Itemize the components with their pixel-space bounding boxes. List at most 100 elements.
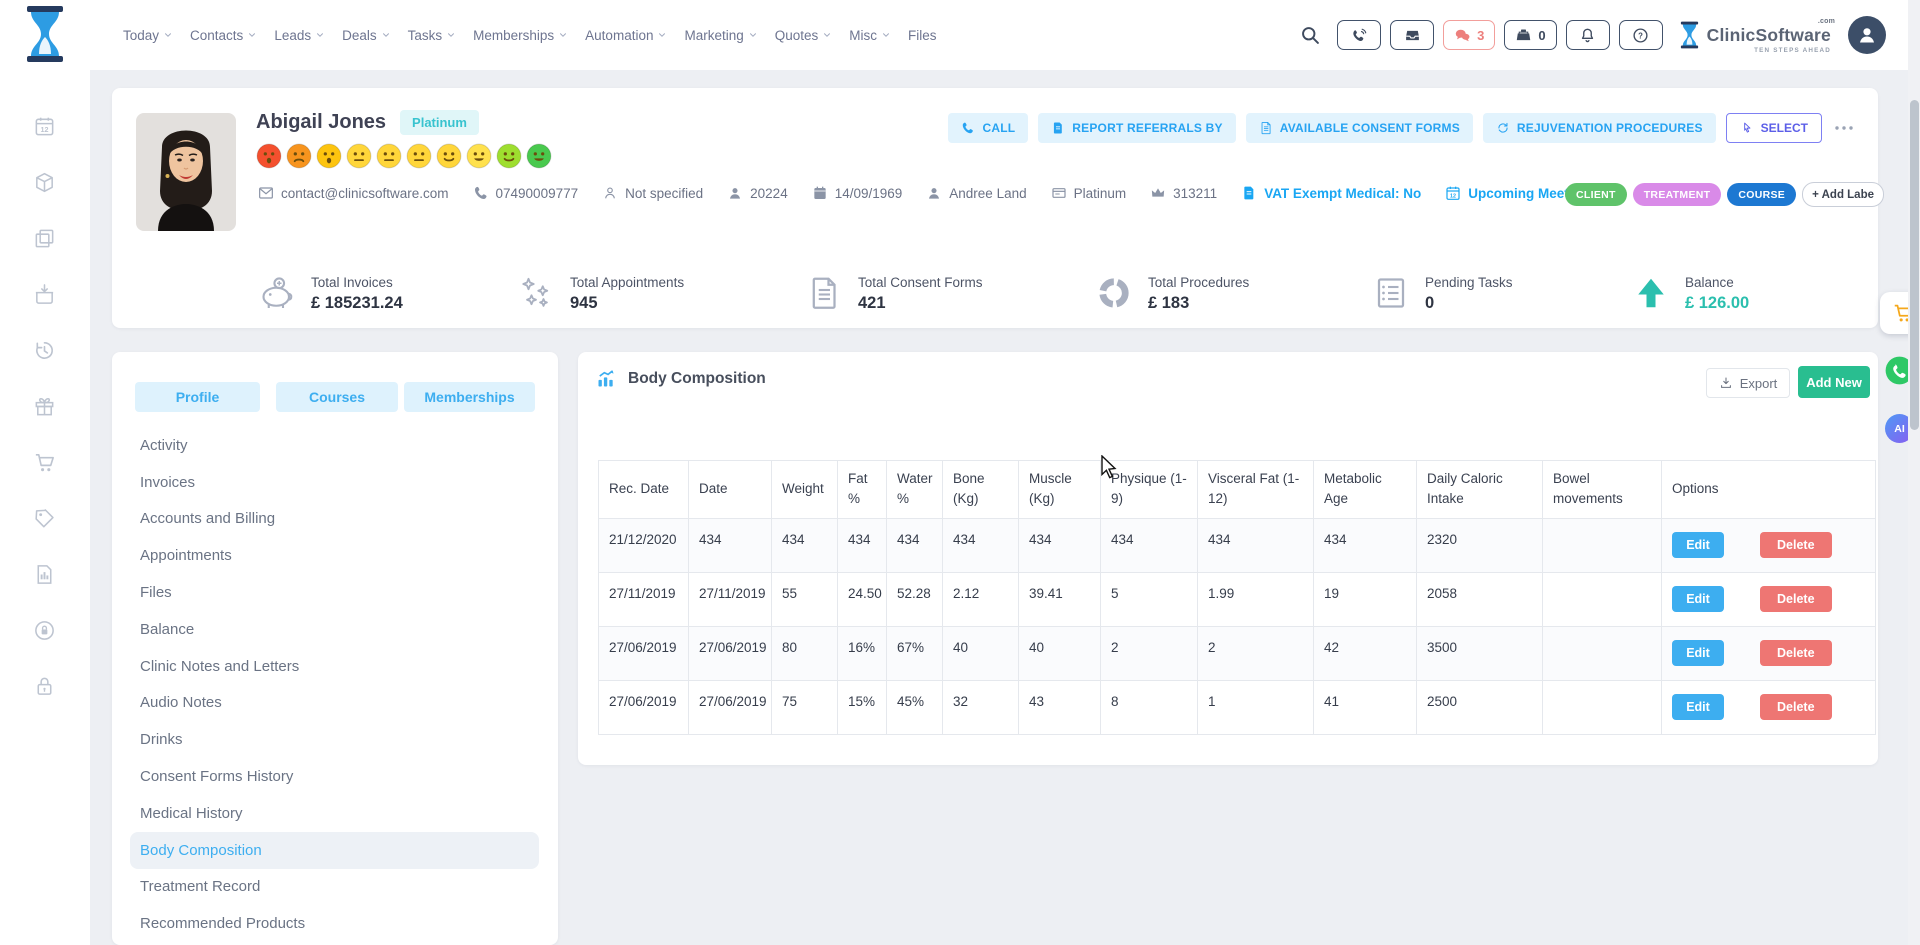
sidebar-item-body-composition[interactable]: Body Composition: [130, 831, 539, 869]
rail-pricing-button[interactable]: [33, 507, 57, 531]
contact-address[interactable]: Not specified: [602, 185, 703, 201]
mood-face-2[interactable]: [286, 143, 312, 169]
mood-face-8[interactable]: [466, 143, 492, 169]
topbar-chat-button[interactable]: 3: [1443, 20, 1496, 50]
select-button[interactable]: SELECT: [1725, 113, 1822, 143]
nav-item-quotes[interactable]: Quotes: [775, 28, 833, 43]
topbar-notifications-button[interactable]: [1565, 20, 1610, 50]
nav-item-contacts[interactable]: Contacts: [190, 28, 257, 43]
mood-face-7[interactable]: [436, 143, 462, 169]
user-avatar[interactable]: [1848, 16, 1886, 54]
rail-pages-button[interactable]: [33, 227, 57, 251]
contact-loyalty[interactable]: 313211: [1150, 185, 1217, 201]
rail-packages-button[interactable]: [33, 171, 57, 195]
nav-item-label: Leads: [274, 27, 312, 43]
search-icon[interactable]: [1300, 25, 1321, 46]
tab-courses[interactable]: Courses: [276, 382, 398, 412]
nav-item-misc[interactable]: Misc: [849, 28, 891, 43]
row-delete-button[interactable]: Delete: [1759, 531, 1832, 558]
export-button[interactable]: Export: [1706, 368, 1790, 398]
cell-physique-1-9: 5: [1100, 571, 1198, 627]
rail-orders-button[interactable]: [33, 283, 57, 307]
cell-fat: 24.50: [837, 571, 887, 627]
row-edit-button[interactable]: Edit: [1672, 639, 1724, 666]
row-edit-button[interactable]: Edit: [1672, 693, 1724, 720]
rail-shop-button[interactable]: [33, 451, 57, 475]
nav-item-tasks[interactable]: Tasks: [408, 28, 457, 43]
contact-dob[interactable]: 14/09/1969: [812, 185, 902, 201]
topbar-pos-button[interactable]: 0: [1504, 20, 1557, 50]
contact-membership[interactable]: Platinum: [1051, 185, 1126, 201]
label-course[interactable]: COURSE: [1727, 183, 1797, 206]
row-edit-button[interactable]: Edit: [1672, 585, 1724, 612]
mood-face-3[interactable]: [316, 143, 342, 169]
contact-owner[interactable]: Andree Land: [926, 185, 1027, 201]
mood-face-1[interactable]: [256, 143, 282, 169]
page-scrollbar-thumb[interactable]: [1909, 100, 1919, 430]
nav-item-automation[interactable]: Automation: [585, 28, 667, 43]
rail-privacy-button[interactable]: [33, 619, 57, 643]
nav-item-deals[interactable]: Deals: [342, 28, 391, 43]
sidebar-item-treatment-record[interactable]: Treatment Record: [140, 878, 261, 896]
rail-calendar-button[interactable]: 12: [33, 115, 57, 139]
brand-logo[interactable]: ClinicSoftware .com TEN STEPS AHEAD: [1678, 18, 1835, 54]
sidebar-item-medical-history[interactable]: Medical History: [140, 804, 243, 822]
mood-face-4[interactable]: [346, 143, 372, 169]
available-consent-forms-button[interactable]: AVAILABLE CONSENT FORMS: [1245, 113, 1473, 143]
sidebar-item-audio-notes[interactable]: Audio Notes: [140, 694, 222, 712]
table-row: 27/11/2019 27/11/2019 55 24.50 52.28 2.12 39.4…: [598, 571, 1876, 627]
rail-gifts-button[interactable]: [33, 395, 57, 419]
label-treatment[interactable]: TREATMENT: [1632, 183, 1722, 206]
sidebar-item-clinic-notes-and-letters[interactable]: Clinic Notes and Letters: [140, 657, 300, 675]
sidebar-item-recommended-products[interactable]: Recommended Products: [140, 915, 306, 933]
contact-client-id[interactable]: 20224: [727, 185, 788, 201]
nav-item-leads[interactable]: Leads: [274, 28, 325, 43]
nav-item-today[interactable]: Today: [123, 28, 173, 43]
report-referrals-by-button[interactable]: REPORT REFERRALS BY: [1038, 113, 1236, 143]
call-button[interactable]: CALL: [948, 113, 1029, 143]
sparkles-icon: [522, 277, 549, 307]
contact-email[interactable]: contact@clinicsoftware.com: [258, 185, 449, 201]
rail-history-button[interactable]: [33, 339, 57, 363]
rail-reports-button[interactable]: [33, 563, 57, 587]
rejuvenation-procedures-button[interactable]: REJUVENATION PROCEDURES: [1482, 113, 1716, 143]
contact-vat[interactable]: VAT Exempt Medical: No: [1241, 185, 1421, 201]
tab-memberships[interactable]: Memberships: [404, 382, 535, 412]
mood-face-5[interactable]: [376, 143, 402, 169]
row-delete-button[interactable]: Delete: [1759, 639, 1832, 666]
nav-item-marketing[interactable]: Marketing: [684, 28, 757, 43]
topbar-inbox-button[interactable]: [1390, 20, 1435, 50]
row-edit-button[interactable]: Edit: [1672, 531, 1724, 558]
topbar-call-center-button[interactable]: [1337, 20, 1382, 50]
nav-item-files[interactable]: Files: [908, 28, 937, 43]
add-new-button[interactable]: Add New: [1798, 366, 1870, 398]
topbar-help-button[interactable]: ?: [1618, 20, 1663, 50]
mood-face-9[interactable]: [496, 143, 522, 169]
sidebar-item-appointments[interactable]: Appointments: [140, 547, 232, 565]
mood-face-6[interactable]: [406, 143, 432, 169]
sidebar-item-invoices[interactable]: Invoices: [140, 473, 196, 491]
sidebar-item-consent-forms-history[interactable]: Consent Forms History: [140, 768, 294, 786]
rail-security-button[interactable]: [33, 675, 57, 699]
sidebar-item-activity[interactable]: Activity: [140, 436, 188, 454]
sidebar-item-files[interactable]: Files: [140, 584, 172, 602]
row-delete-button[interactable]: Delete: [1759, 693, 1832, 720]
nav-item-memberships[interactable]: Memberships: [473, 28, 568, 43]
more-options-button[interactable]: [1832, 116, 1856, 140]
column-header-visceral-fat-1-12: Visceral Fat (1-12): [1197, 460, 1314, 519]
row-delete-button[interactable]: Delete: [1759, 585, 1832, 612]
sidebar-item-accounts-and-billing[interactable]: Accounts and Billing: [140, 510, 276, 528]
tab-profile[interactable]: Profile: [135, 382, 260, 412]
contact-meetings[interactable]: 12 Upcoming Meetings: [1445, 185, 1596, 201]
patient-photo[interactable]: [136, 113, 236, 231]
hourglass-logo-icon[interactable]: [21, 4, 69, 64]
sidebar-item-balance[interactable]: Balance: [140, 620, 195, 638]
sidebar-item-drinks[interactable]: Drinks: [140, 731, 183, 749]
label-client[interactable]: CLIENT: [1565, 183, 1627, 206]
page-scrollbar-track[interactable]: [1908, 0, 1920, 945]
contact-phone[interactable]: 07490009777: [473, 185, 578, 201]
add-label-button[interactable]: + Add Labe: [1802, 182, 1884, 207]
mood-face-10[interactable]: [526, 143, 552, 169]
whatsapp-widget-button[interactable]: [1885, 356, 1914, 385]
id-card-icon: [1052, 188, 1066, 198]
